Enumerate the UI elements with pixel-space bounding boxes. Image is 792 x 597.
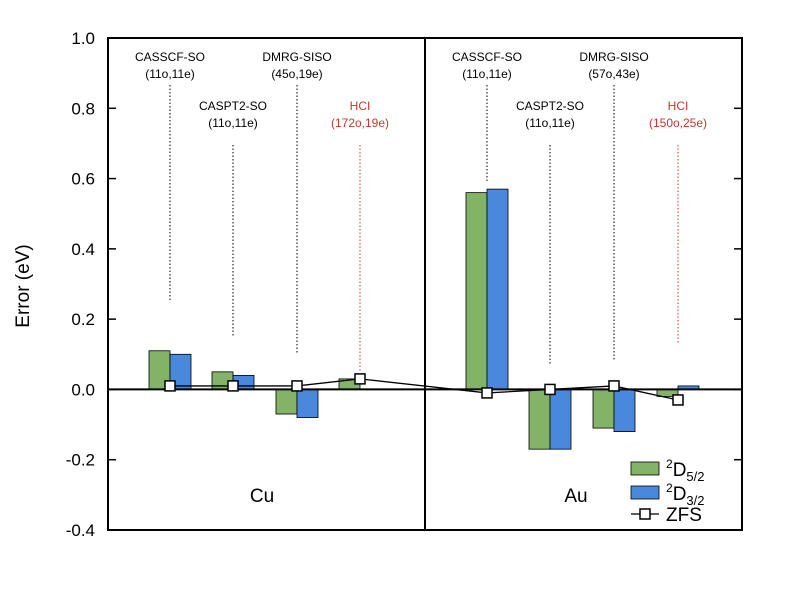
- active-space-label: (11o,11e): [208, 116, 258, 130]
- bar-2d32: [613, 389, 636, 432]
- method-name-label: DMRG-SISO: [579, 50, 648, 64]
- y-tick-label: 0.6: [71, 170, 95, 189]
- guide-lines: [169, 85, 679, 372]
- zfs-marker: [291, 380, 303, 392]
- legend-swatch-2d52: [630, 461, 660, 476]
- y-tick-labels: 1.0 0.8 0.6 0.4 0.2 0.0 -0.2 -0.4: [66, 29, 95, 540]
- legend-swatch-2d32: [630, 485, 660, 500]
- legend-label-zfs: ZFS: [666, 505, 702, 526]
- bar-2d52: [592, 389, 615, 429]
- active-space-label: (172o,19e): [331, 116, 389, 130]
- y-tick-label: 0.0: [71, 380, 95, 399]
- bar-2d52: [465, 192, 488, 390]
- y-axis-label: Error (eV): [13, 244, 34, 327]
- y-tick-label: 0.4: [71, 240, 95, 259]
- zfs-marker: [481, 387, 493, 399]
- zfs-marker: [227, 380, 239, 392]
- zfs-marker: [164, 380, 176, 392]
- bar-2d52: [275, 389, 298, 415]
- method-name-label: CASSCF-SO: [135, 50, 205, 64]
- method-labels: CASSCF-SO (11o,11e) CASPT2-SO (11o,11e) DMRG…: [135, 50, 707, 507]
- zfs-marker: [608, 380, 620, 392]
- zfs-marker: [672, 394, 684, 406]
- method-name-label: CASSCF-SO: [452, 50, 522, 64]
- zfs-line: [170, 378, 679, 401]
- bar-2d32: [296, 389, 319, 418]
- method-name-label: CASPT2-SO: [516, 99, 584, 113]
- active-space-label: (11o,11e): [145, 67, 195, 81]
- method-name-label: CASPT2-SO: [199, 99, 267, 113]
- bar-2d32: [549, 389, 572, 450]
- y-tick-label: -0.2: [66, 451, 95, 470]
- legend-label-2d52: 2D5/2: [666, 457, 705, 484]
- zfs-marker: [544, 383, 556, 396]
- bar-2d32: [486, 188, 509, 390]
- bar-2d52: [528, 389, 551, 450]
- legend-swatch-zfs-marker: [639, 508, 651, 520]
- method-name-label: HCI: [350, 99, 371, 113]
- method-name-label: HCI: [668, 99, 689, 113]
- legend-label-2d32: 2D3/2: [666, 481, 705, 508]
- zfs-marker: [354, 373, 366, 385]
- method-name-label: DMRG-SISO: [262, 50, 331, 64]
- active-space-label: (11o,11e): [462, 67, 512, 81]
- y-tick-label: -0.4: [66, 521, 95, 540]
- y-tick-label: 0.2: [71, 310, 95, 329]
- active-space-label: (45o,19e): [271, 67, 322, 81]
- active-space-label: (57o,43e): [588, 67, 639, 81]
- active-space-label: (150o,25e): [649, 116, 707, 130]
- y-tick-label: 1.0: [71, 29, 95, 48]
- element-label: Cu: [250, 486, 274, 507]
- zfs-series: [164, 373, 684, 406]
- element-label: Au: [564, 486, 587, 507]
- active-space-label: (11o,11e): [525, 116, 575, 130]
- axes: [107, 37, 743, 531]
- y-tick-label: 0.8: [71, 99, 95, 118]
